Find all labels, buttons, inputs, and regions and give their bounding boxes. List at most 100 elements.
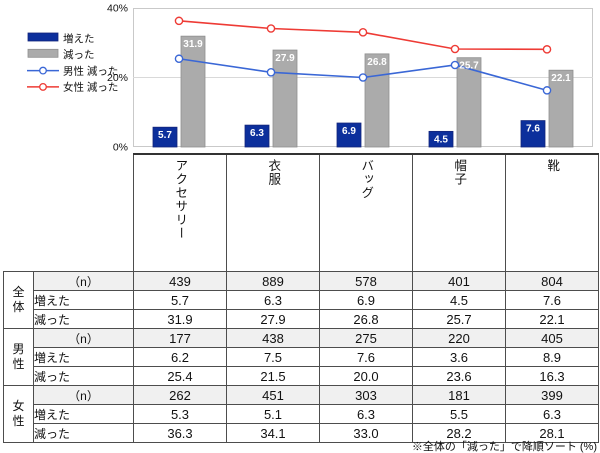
line-male-decrease-marker xyxy=(450,60,460,70)
y-axis-tick-label: 20% xyxy=(107,72,128,84)
table-cell: 5.7 xyxy=(133,290,227,310)
bar-decrease xyxy=(364,53,390,148)
table-cell: 25.4 xyxy=(133,366,227,386)
table-cell: 5.5 xyxy=(412,404,506,424)
table-cell: 16.3 xyxy=(505,366,599,386)
bar-increase xyxy=(336,122,362,148)
legend-swatch-increase xyxy=(27,32,59,42)
legend-item-label: 女性 減った xyxy=(63,81,118,94)
bar-value-label: 31.9 xyxy=(183,39,203,50)
legend-item-label: 減った xyxy=(63,48,95,61)
line-male-decrease-marker xyxy=(266,67,276,77)
table-cell: 20.0 xyxy=(319,366,413,386)
table-cell: 181 xyxy=(412,385,506,405)
table-row: 全体 （n） 439 889 578 401 804 xyxy=(3,271,599,329)
table-cell: 23.6 xyxy=(412,366,506,386)
group-label-text: 全体 xyxy=(12,284,25,314)
legend-swatch-decrease xyxy=(27,48,59,58)
table-cell: 6.3 xyxy=(505,404,599,424)
table-cell: 22.1 xyxy=(505,309,599,329)
table-cell: 28.2 xyxy=(412,423,506,443)
table-row: 減った 25.4 21.5 20.0 23.6 16.3 xyxy=(4,366,599,386)
column-header-text: バッグ xyxy=(359,159,374,200)
table-cell: 451 xyxy=(226,385,320,405)
table-column-header: 衣服 xyxy=(226,153,320,272)
line-female-decrease-marker xyxy=(542,45,552,54)
table-cell: 26.8 xyxy=(319,309,413,329)
table-row: 減った 36.3 34.1 33.0 28.2 28.1 xyxy=(4,423,599,443)
bar-value-label: 6.3 xyxy=(250,128,264,139)
row-label: （n） xyxy=(33,385,134,405)
table-group-label: 女性 xyxy=(3,385,34,443)
table-column-header: 靴 xyxy=(505,153,599,272)
y-axis-tick-label: 40% xyxy=(107,3,128,15)
line-female-decrease-marker xyxy=(266,24,276,33)
results-table: アクセサリー 衣服 バッグ 帽子靴全体 （n） 439 889 578 401 804 増えた 5.7… xyxy=(3,153,599,443)
table-cell: 28.1 xyxy=(505,423,599,443)
table-cell: 303 xyxy=(319,385,413,405)
table-cell: 27.9 xyxy=(226,309,320,329)
table-cell: 6.3 xyxy=(226,290,320,310)
table-cell: 804 xyxy=(505,271,599,291)
table-cell: 3.6 xyxy=(412,347,506,367)
line-female-decrease-marker xyxy=(450,44,460,54)
table-cell: 36.3 xyxy=(133,423,227,443)
bar-value-label: 6.9 xyxy=(342,126,356,137)
bar-decrease xyxy=(548,69,574,148)
line-male-decrease-marker xyxy=(358,73,368,82)
table-cell: 439 xyxy=(133,271,227,291)
legend-item-label: 男性 減った xyxy=(63,64,118,77)
table-column-header: 帽子 xyxy=(412,153,506,272)
combo-chart: 5.7 6.3 6.9 4.5 7.6 31.9 27.9 26.8 25.7 22.1 0% 20%… xyxy=(27,3,593,154)
bar-value-label: 4.5 xyxy=(434,134,448,145)
column-header-text: 衣服 xyxy=(266,159,281,186)
row-label: （n） xyxy=(33,328,134,348)
row-label: （n） xyxy=(33,271,134,291)
group-label-text: 女性 xyxy=(12,398,25,428)
row-label: 増えた xyxy=(33,347,134,367)
table-cell: 6.9 xyxy=(319,290,413,310)
row-label: 減った xyxy=(33,423,134,443)
table-cell: 8.9 xyxy=(505,347,599,367)
column-header-text: 帽子 xyxy=(452,159,467,186)
legend-line-marker xyxy=(39,66,47,75)
bar-increase xyxy=(244,124,270,148)
table-cell: 6.2 xyxy=(133,347,227,367)
table-cell: 7.5 xyxy=(226,347,320,367)
bar-value-label: 26.8 xyxy=(367,57,387,68)
bar-decrease xyxy=(456,57,482,148)
table-cell: 25.7 xyxy=(412,309,506,329)
y-axis-tick-label: 0% xyxy=(113,142,128,154)
table-row: 増えた 6.2 7.5 7.6 3.6 8.9 xyxy=(4,347,599,367)
table-row: 女性 （n） 262 451 303 181 399 xyxy=(3,385,599,443)
group-label-text: 男性 xyxy=(12,341,25,371)
table-cell: 34.1 xyxy=(226,423,320,443)
table-cell: 7.6 xyxy=(505,290,599,310)
table-cell: 275 xyxy=(319,328,413,348)
line-male-decrease-marker xyxy=(174,54,184,64)
table-cell: 33.0 xyxy=(319,423,413,443)
table-cell: 5.1 xyxy=(226,404,320,424)
table-cell: 405 xyxy=(505,328,599,348)
legend-line-marker xyxy=(39,82,47,91)
bar-increase xyxy=(520,120,546,148)
table-cell: 401 xyxy=(412,271,506,291)
row-label: 減った xyxy=(33,309,134,329)
table-header-row: アクセサリー 衣服 バッグ 帽子 靴 xyxy=(3,153,599,272)
table-group-label: 男性 xyxy=(3,328,34,386)
table-cell: 177 xyxy=(133,328,227,348)
bar-value-label: 25.7 xyxy=(459,61,479,72)
table-column-header: バッグ xyxy=(319,153,413,272)
bar-decrease xyxy=(180,35,206,148)
table-column-header: アクセサリー xyxy=(133,153,227,272)
row-label: 減った xyxy=(33,366,134,386)
table-cell: 7.6 xyxy=(319,347,413,367)
bar-value-label: 22.1 xyxy=(551,73,571,84)
table-cell: 6.3 xyxy=(319,404,413,424)
bar-decrease xyxy=(272,49,298,148)
line-male-decrease-marker xyxy=(542,86,552,95)
table-row: 増えた 5.3 5.1 6.3 5.5 6.3 xyxy=(4,404,599,424)
row-label: 増えた xyxy=(33,290,134,310)
table-cell: 889 xyxy=(226,271,320,291)
